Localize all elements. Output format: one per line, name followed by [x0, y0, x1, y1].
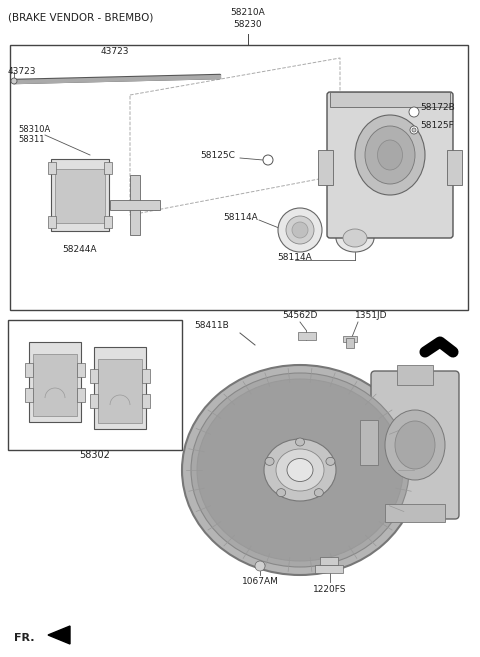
Ellipse shape: [264, 439, 336, 501]
Text: FR.: FR.: [14, 633, 35, 643]
Ellipse shape: [197, 379, 403, 561]
Bar: [298, 332, 316, 340]
Bar: [110, 200, 160, 210]
Bar: [33, 354, 77, 416]
Bar: [25, 388, 33, 402]
Ellipse shape: [287, 459, 313, 482]
Polygon shape: [48, 626, 70, 644]
Circle shape: [409, 107, 419, 117]
Circle shape: [263, 155, 273, 165]
Text: 58210A: 58210A: [230, 8, 265, 17]
Ellipse shape: [343, 229, 367, 247]
Ellipse shape: [365, 126, 415, 184]
Bar: [142, 394, 150, 408]
Text: 58230: 58230: [234, 20, 262, 29]
Bar: [55, 169, 105, 223]
Ellipse shape: [395, 421, 435, 469]
Circle shape: [286, 216, 314, 244]
Text: 43723: 43723: [101, 47, 129, 57]
Text: 58172B: 58172B: [420, 104, 455, 112]
Text: 1351JD: 1351JD: [355, 311, 387, 321]
Circle shape: [255, 561, 265, 571]
Bar: [90, 394, 98, 408]
Circle shape: [11, 78, 17, 84]
FancyBboxPatch shape: [371, 371, 459, 519]
Bar: [98, 359, 142, 423]
Ellipse shape: [336, 224, 374, 252]
Text: 43723: 43723: [8, 68, 36, 76]
Ellipse shape: [265, 457, 274, 465]
Text: 58310A
58311: 58310A 58311: [18, 125, 50, 145]
Bar: [48, 162, 56, 174]
Bar: [51, 159, 109, 231]
Bar: [343, 336, 357, 342]
Text: 58244A: 58244A: [63, 246, 97, 254]
Bar: [29, 342, 81, 422]
Bar: [447, 150, 462, 185]
Circle shape: [292, 222, 308, 238]
Ellipse shape: [276, 449, 324, 491]
Bar: [8, 320, 182, 450]
Text: 1220FS: 1220FS: [313, 585, 347, 595]
Bar: [48, 216, 56, 228]
Bar: [385, 504, 445, 522]
Bar: [318, 150, 333, 185]
Text: (BRAKE VENDOR - BREMBO): (BRAKE VENDOR - BREMBO): [8, 12, 154, 22]
FancyBboxPatch shape: [327, 92, 453, 238]
Ellipse shape: [296, 438, 304, 446]
Ellipse shape: [191, 373, 409, 567]
Bar: [104, 162, 112, 174]
Ellipse shape: [355, 115, 425, 195]
Bar: [130, 175, 140, 235]
Text: 58125C: 58125C: [200, 150, 235, 160]
Bar: [346, 338, 354, 348]
Bar: [10, 45, 468, 310]
Bar: [360, 420, 378, 465]
Ellipse shape: [326, 457, 335, 465]
Bar: [330, 92, 450, 107]
Text: 58302: 58302: [80, 450, 110, 460]
Ellipse shape: [276, 489, 286, 497]
Ellipse shape: [182, 365, 418, 575]
Bar: [315, 565, 343, 573]
Bar: [104, 216, 112, 228]
Text: 54562D: 54562D: [282, 311, 318, 321]
Bar: [320, 557, 338, 565]
Circle shape: [412, 128, 416, 132]
Bar: [25, 363, 33, 377]
Text: 58114A: 58114A: [277, 254, 312, 263]
Circle shape: [278, 208, 322, 252]
Ellipse shape: [314, 489, 324, 497]
Circle shape: [410, 126, 418, 134]
Bar: [94, 347, 146, 429]
Bar: [90, 369, 98, 383]
Bar: [77, 388, 85, 402]
Text: 1067AM: 1067AM: [241, 578, 278, 587]
Bar: [397, 365, 433, 385]
Ellipse shape: [385, 410, 445, 480]
Text: 58114A: 58114A: [223, 214, 258, 223]
Text: 58411B: 58411B: [194, 321, 229, 330]
Bar: [77, 363, 85, 377]
Ellipse shape: [377, 140, 403, 170]
Text: 58125F: 58125F: [420, 122, 454, 131]
Bar: [142, 369, 150, 383]
